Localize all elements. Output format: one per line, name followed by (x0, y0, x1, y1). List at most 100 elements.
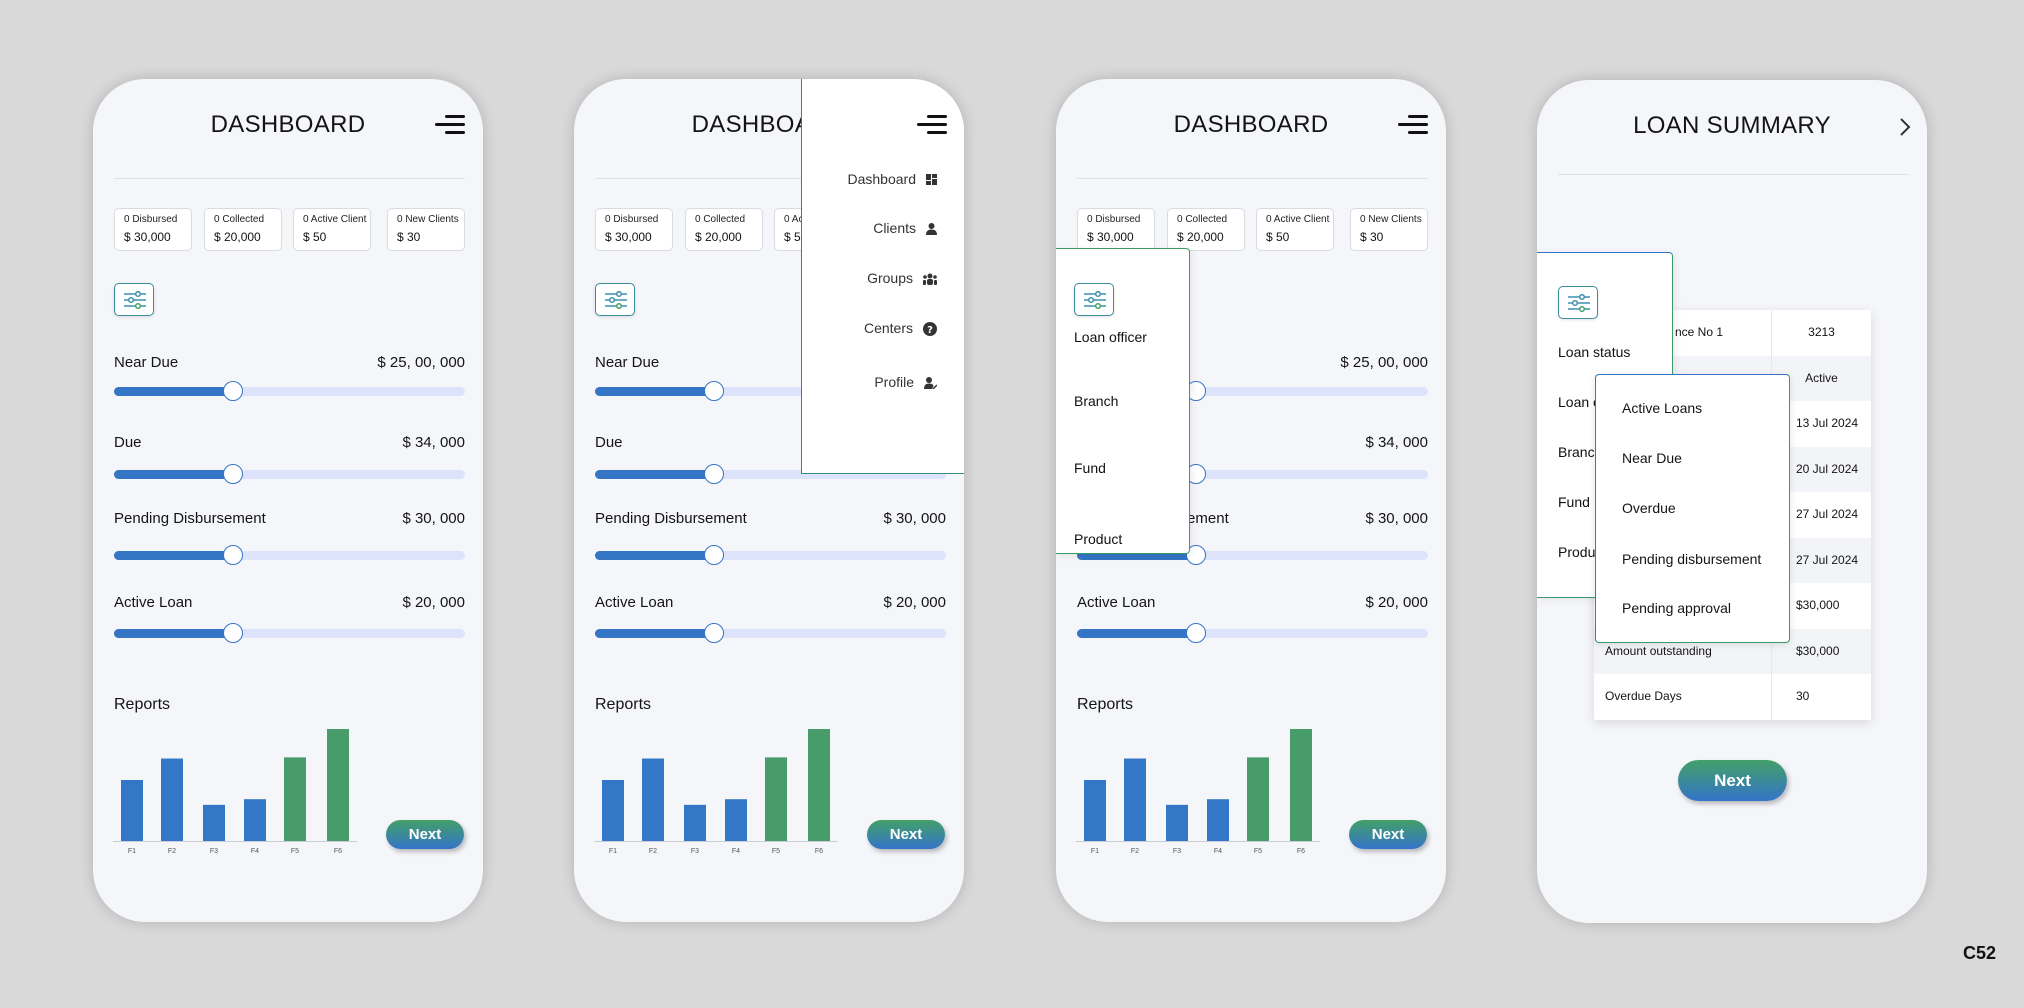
filter-option-fund[interactable]: Fund (1074, 460, 1106, 476)
bar-f5 (284, 757, 306, 841)
bar-f2 (1124, 758, 1146, 841)
stat-label: 0 Collected (1177, 214, 1228, 225)
bar-f4 (244, 799, 266, 841)
slider-value: $ 20, 000 (402, 594, 465, 611)
filter-option-loan-officer[interactable]: Loan officer (1074, 329, 1147, 345)
user-icon (926, 222, 937, 235)
slider-value: $ 20, 000 (883, 594, 946, 611)
slider-label: Due (114, 434, 142, 451)
slider-fill (114, 387, 234, 396)
x-tick-label: F1 (128, 848, 136, 855)
nav-item-profile[interactable]: Profile (874, 375, 937, 390)
filter-option-loan-status[interactable]: Loan status (1558, 344, 1631, 360)
status-option-overdue[interactable]: Overdue (1622, 500, 1676, 516)
nav-item-label: Dashboard (847, 171, 917, 187)
page-title: LOAN SUMMARY (1633, 112, 1831, 139)
due-slider[interactable] (595, 464, 946, 484)
active-loan-slider[interactable] (114, 623, 465, 643)
slider-thumb[interactable] (704, 545, 725, 565)
hamburger-menu-icon[interactable] (1396, 115, 1428, 135)
stat-card-collected: 0 Collected $ 20,000 (204, 208, 282, 251)
status-option-near-due[interactable]: Near Due (1622, 450, 1682, 466)
bar-f3 (203, 804, 225, 841)
slider-thumb[interactable] (1186, 623, 1207, 643)
slider-thumb[interactable] (1186, 545, 1207, 565)
bar-f4 (725, 799, 747, 841)
slider-label: Active Loan (595, 594, 674, 611)
row-label: Amount outstanding (1605, 643, 1712, 658)
slider-value: $ 25, 00, 000 (1340, 354, 1428, 371)
filter-panel: Loan officer Branch Fund Product (1056, 248, 1190, 554)
stat-value: $ 50 (1266, 230, 1290, 244)
nav-menu: Dashboard Clients Groups Centers? Profil… (801, 79, 964, 474)
slider-thumb[interactable] (223, 381, 244, 401)
stat-card-disbursed: 0 Disbursed $ 30,000 (595, 208, 673, 251)
near-due-slider[interactable] (114, 381, 465, 401)
slider-thumb[interactable] (704, 464, 725, 484)
slider-thumb[interactable] (704, 623, 725, 643)
near-due-slider[interactable] (595, 381, 946, 401)
stat-value: $ 50 (303, 230, 327, 244)
nav-item-clients[interactable]: Clients (873, 221, 937, 236)
nav-item-centers[interactable]: Centers? (864, 321, 937, 336)
stat-card-disbursed: 0 Disbursed $ 30,000 (114, 208, 192, 251)
filter-button[interactable] (595, 283, 635, 316)
active-loan-slider[interactable] (595, 623, 946, 643)
slider-label: Due (595, 434, 623, 451)
filter-button[interactable] (1074, 283, 1114, 316)
hamburger-menu-icon[interactable] (433, 115, 465, 135)
filter-button[interactable] (1558, 286, 1598, 319)
slider-thumb[interactable] (704, 381, 725, 401)
stat-label: 0 Active Client (1266, 214, 1330, 225)
filter-option-product[interactable]: Product (1074, 531, 1123, 547)
stat-card-new-clients: 0 New Clients $ 30 (1350, 208, 1428, 251)
chevron-right-icon[interactable] (1899, 117, 1911, 137)
filter-option-branch[interactable]: Branch (1074, 393, 1119, 409)
loan-summary-screen: LOAN SUMMARY nce No 1 3213 Active 13 Jul 20… (1537, 80, 1927, 923)
dashboard-icon (926, 174, 937, 185)
bar-f2 (161, 758, 183, 841)
bar-f1 (121, 779, 143, 841)
slider-value: $ 34, 000 (402, 434, 465, 451)
nav-item-groups[interactable]: Groups (867, 271, 937, 286)
filter-option-fund[interactable]: Fund (1558, 494, 1590, 510)
bar-f3 (684, 804, 706, 841)
slider-thumb[interactable] (223, 623, 244, 643)
stat-label: 0 Collected (695, 214, 746, 225)
filter-button[interactable] (114, 283, 154, 316)
stat-value: $ 20,000 (1177, 230, 1224, 244)
slider-thumb[interactable] (223, 545, 244, 565)
filter-option-product[interactable]: Produ (1558, 544, 1596, 560)
nav-item-dashboard[interactable]: Dashboard (847, 171, 937, 187)
next-button[interactable]: Next (1678, 760, 1787, 801)
slider-value: $ 20, 000 (1365, 594, 1428, 611)
hamburger-menu-icon[interactable] (915, 115, 947, 135)
slider-value: $ 34, 000 (1365, 434, 1428, 451)
screen-tag: C52 (1963, 943, 1997, 963)
loan-status-dropdown: Active Loans Near Due Overdue Pending di… (1595, 374, 1790, 643)
status-option-active-loans[interactable]: Active Loans (1622, 400, 1703, 416)
filter-option-loan-officer[interactable]: Loan o (1558, 394, 1601, 410)
slider-thumb[interactable] (223, 464, 244, 484)
reports-bar-chart: F1 F2 F3 F4 F5 F6 (1076, 729, 1320, 855)
next-button[interactable]: Next (386, 820, 464, 849)
status-option-pending-approval[interactable]: Pending approval (1622, 600, 1731, 616)
row-value: 30 (1771, 674, 1871, 720)
next-button[interactable]: Next (1349, 820, 1427, 849)
slider-fill (595, 387, 715, 396)
filter-option-branch[interactable]: Branc (1558, 444, 1595, 460)
status-option-pending-disbursement[interactable]: Pending disbursement (1622, 551, 1762, 567)
active-loan-slider[interactable] (1077, 623, 1428, 643)
slider-value: $ 25, 00, 000 (377, 354, 465, 371)
pending-disbursement-slider[interactable] (114, 545, 465, 565)
bar-f2 (642, 758, 664, 841)
bar-f6 (808, 729, 830, 841)
pending-disbursement-slider[interactable] (1077, 545, 1428, 565)
nav-item-label: Centers (863, 320, 913, 336)
stat-card-collected: 0 Collected $ 20,000 (1167, 208, 1245, 251)
due-slider[interactable] (114, 464, 465, 484)
next-button[interactable]: Next (867, 820, 945, 849)
pending-disbursement-slider[interactable] (595, 545, 946, 565)
reports-bar-chart: F1 F2 F3 F4 F5 F6 (594, 729, 838, 855)
slider-fill (114, 629, 234, 638)
